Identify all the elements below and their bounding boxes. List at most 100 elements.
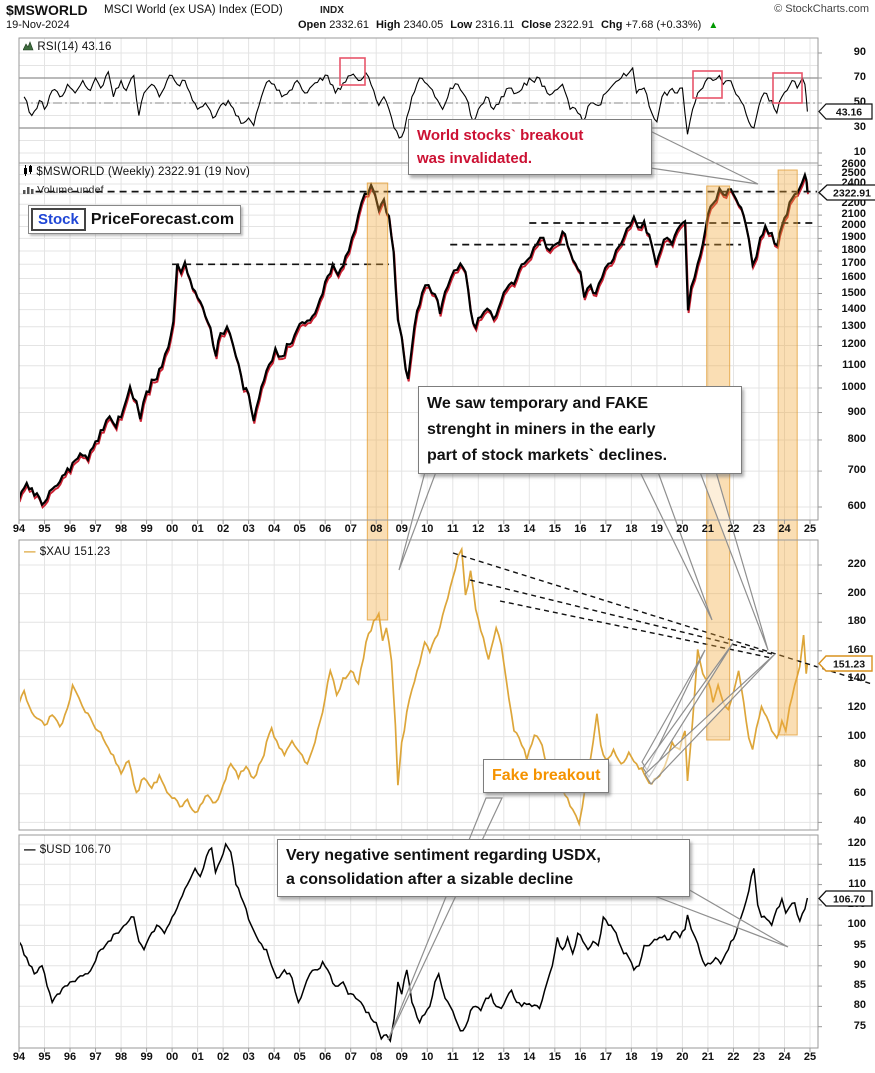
y-tick-label: 200: [847, 586, 866, 599]
x-tick-label: 11: [446, 1051, 459, 1063]
x-tick-label: 02: [217, 1051, 230, 1063]
y-tick-label: 1500: [841, 286, 866, 299]
y-tick-label: 1900: [841, 231, 866, 244]
rsi-legend: RSI(14) 43.16: [22, 41, 112, 53]
low-value: 2316.11: [475, 19, 515, 31]
y-tick-label: 800: [847, 432, 866, 445]
usd-price-tag: 106.70: [818, 890, 873, 907]
x-tick-label: 13: [497, 1051, 510, 1063]
x-tick-label: 15: [548, 523, 561, 535]
main-legend: $MSWORLD (Weekly) 2322.91 (19 Nov): [23, 165, 250, 178]
y-tick-label: 80: [853, 999, 866, 1012]
x-tick-label: 05: [293, 1051, 306, 1063]
quote-date: 19-Nov-2024: [6, 19, 70, 31]
y-tick-label: 2100: [841, 208, 866, 221]
y-tick-label: 115: [848, 857, 866, 870]
x-tick-label: 10: [421, 523, 434, 535]
logo-stock-text: Stock: [31, 208, 86, 231]
symbol-title: $MSWORLD: [6, 2, 88, 18]
chg-label: Chg: [601, 19, 623, 31]
miners-fake-strength-note: We saw temporary and FAKE strenght in mi…: [418, 386, 742, 474]
x-tick-label: 98: [114, 523, 128, 535]
y-tick-label: 700: [847, 464, 866, 477]
miners-note-line2: strenght in miners in the early: [427, 421, 656, 438]
rsi-mountain-icon: [22, 41, 34, 51]
y-tick-label: 2600: [841, 158, 866, 171]
x-tick-label: 17: [599, 523, 612, 535]
logo-priceforecast-text: PriceForecast.com: [90, 210, 235, 228]
main-price-tag: 2322.91: [818, 184, 875, 201]
fake-breakout-label: Fake breakout: [492, 767, 601, 784]
high-label: High: [375, 19, 401, 31]
y-tick-label: 1700: [841, 257, 866, 270]
rsi-legend-label: RSI(14) 43.16: [37, 41, 112, 53]
x-tick-label: 24: [778, 523, 791, 535]
msworld-up-weeks-path: [20, 171, 809, 507]
x-tick-label: 94: [12, 523, 26, 535]
x-tick-label: 22: [727, 523, 740, 535]
rsi-series: [23, 66, 808, 139]
high-value: 2340.05: [403, 19, 444, 31]
candlestick-icon: [24, 165, 32, 176]
x-tick-label: 01: [191, 523, 204, 535]
x-tick-label: 08: [370, 1051, 383, 1063]
usd-series: [20, 842, 809, 1043]
x-tick-label: 14: [523, 1051, 536, 1063]
y-tick-label: 85: [853, 979, 866, 992]
y-tick-label: 1600: [841, 271, 866, 284]
x-tick-label: 02: [217, 523, 230, 535]
x-tick-label: 24: [778, 1051, 791, 1063]
y-tick-label: 2500: [841, 167, 866, 180]
y-tick-label: 2000: [841, 219, 866, 232]
exchange-label: INDX: [320, 5, 344, 16]
xau-trendline-fan: [452, 552, 873, 685]
x-tick-label: 10: [421, 1051, 434, 1063]
y-tick-label: 95: [853, 938, 866, 951]
x-tick-label: 22: [727, 1051, 740, 1063]
resistance-lines: [35, 190, 817, 266]
usd-line-swatch: —: [24, 844, 36, 856]
usd-line-path: [20, 842, 809, 1043]
rsi-note-line1: World stocks` breakout: [417, 127, 584, 144]
x-tick-label: 07: [344, 523, 357, 535]
y-tick-label: 70: [853, 71, 866, 83]
y-tick-label: 180: [847, 615, 866, 628]
usd-price-tag-value: 106.70: [833, 894, 865, 906]
main-legend-label: $MSWORLD (Weekly) 2322.91 (19 Nov): [36, 166, 251, 178]
usd-sentiment-note: Very negative sentiment regarding USDX, …: [277, 839, 690, 897]
open-value: 2332.61: [329, 19, 369, 31]
usd-legend-label: $USD 106.70: [39, 844, 111, 856]
y-tick-label: 600: [847, 500, 866, 512]
x-tick-label: 23: [752, 523, 766, 535]
x-tick-label: 08: [370, 523, 383, 535]
x-tick-label: 25: [803, 523, 817, 535]
x-tick-label: 09: [395, 1051, 408, 1063]
x-tick-label: 00: [165, 523, 179, 535]
x-tick-label: 01: [191, 1051, 204, 1063]
volume-bars-icon: [23, 187, 34, 194]
x-tick-label: 04: [268, 523, 281, 535]
y-tick-label: 10: [853, 146, 866, 158]
x-tick-label: 17: [599, 1051, 612, 1063]
y-tick-label: 30: [853, 121, 866, 133]
x-tick-label: 03: [242, 1051, 255, 1063]
ohlc-quote-row: Open 2332.61 High 2340.05 Low 2316.11 Close…: [298, 19, 718, 31]
x-tick-label: 96: [63, 1051, 77, 1063]
x-tick-label: 21: [701, 523, 715, 535]
y-tick-label: 1300: [841, 319, 866, 332]
usd-legend: — $USD 106.70: [24, 844, 111, 856]
y-tick-label: 90: [853, 958, 866, 971]
xau-price-tag-value: 151.23: [833, 659, 865, 671]
xau-line-path: [20, 546, 809, 827]
xau-line-swatch: —: [24, 546, 36, 558]
y-tick-label: 100: [847, 729, 866, 742]
xau-price-tag: 151.23: [818, 655, 873, 672]
y-tick-label: 75: [853, 1019, 866, 1032]
stockpriceforecast-logo: Stock PriceForecast.com: [28, 205, 242, 234]
volume-legend: Volume undef: [23, 184, 104, 196]
rsi-signal-boxes: [339, 57, 803, 104]
x-tick-label: 12: [472, 523, 485, 535]
y-tick-label: 160: [847, 643, 866, 656]
xau-series: [20, 546, 809, 827]
